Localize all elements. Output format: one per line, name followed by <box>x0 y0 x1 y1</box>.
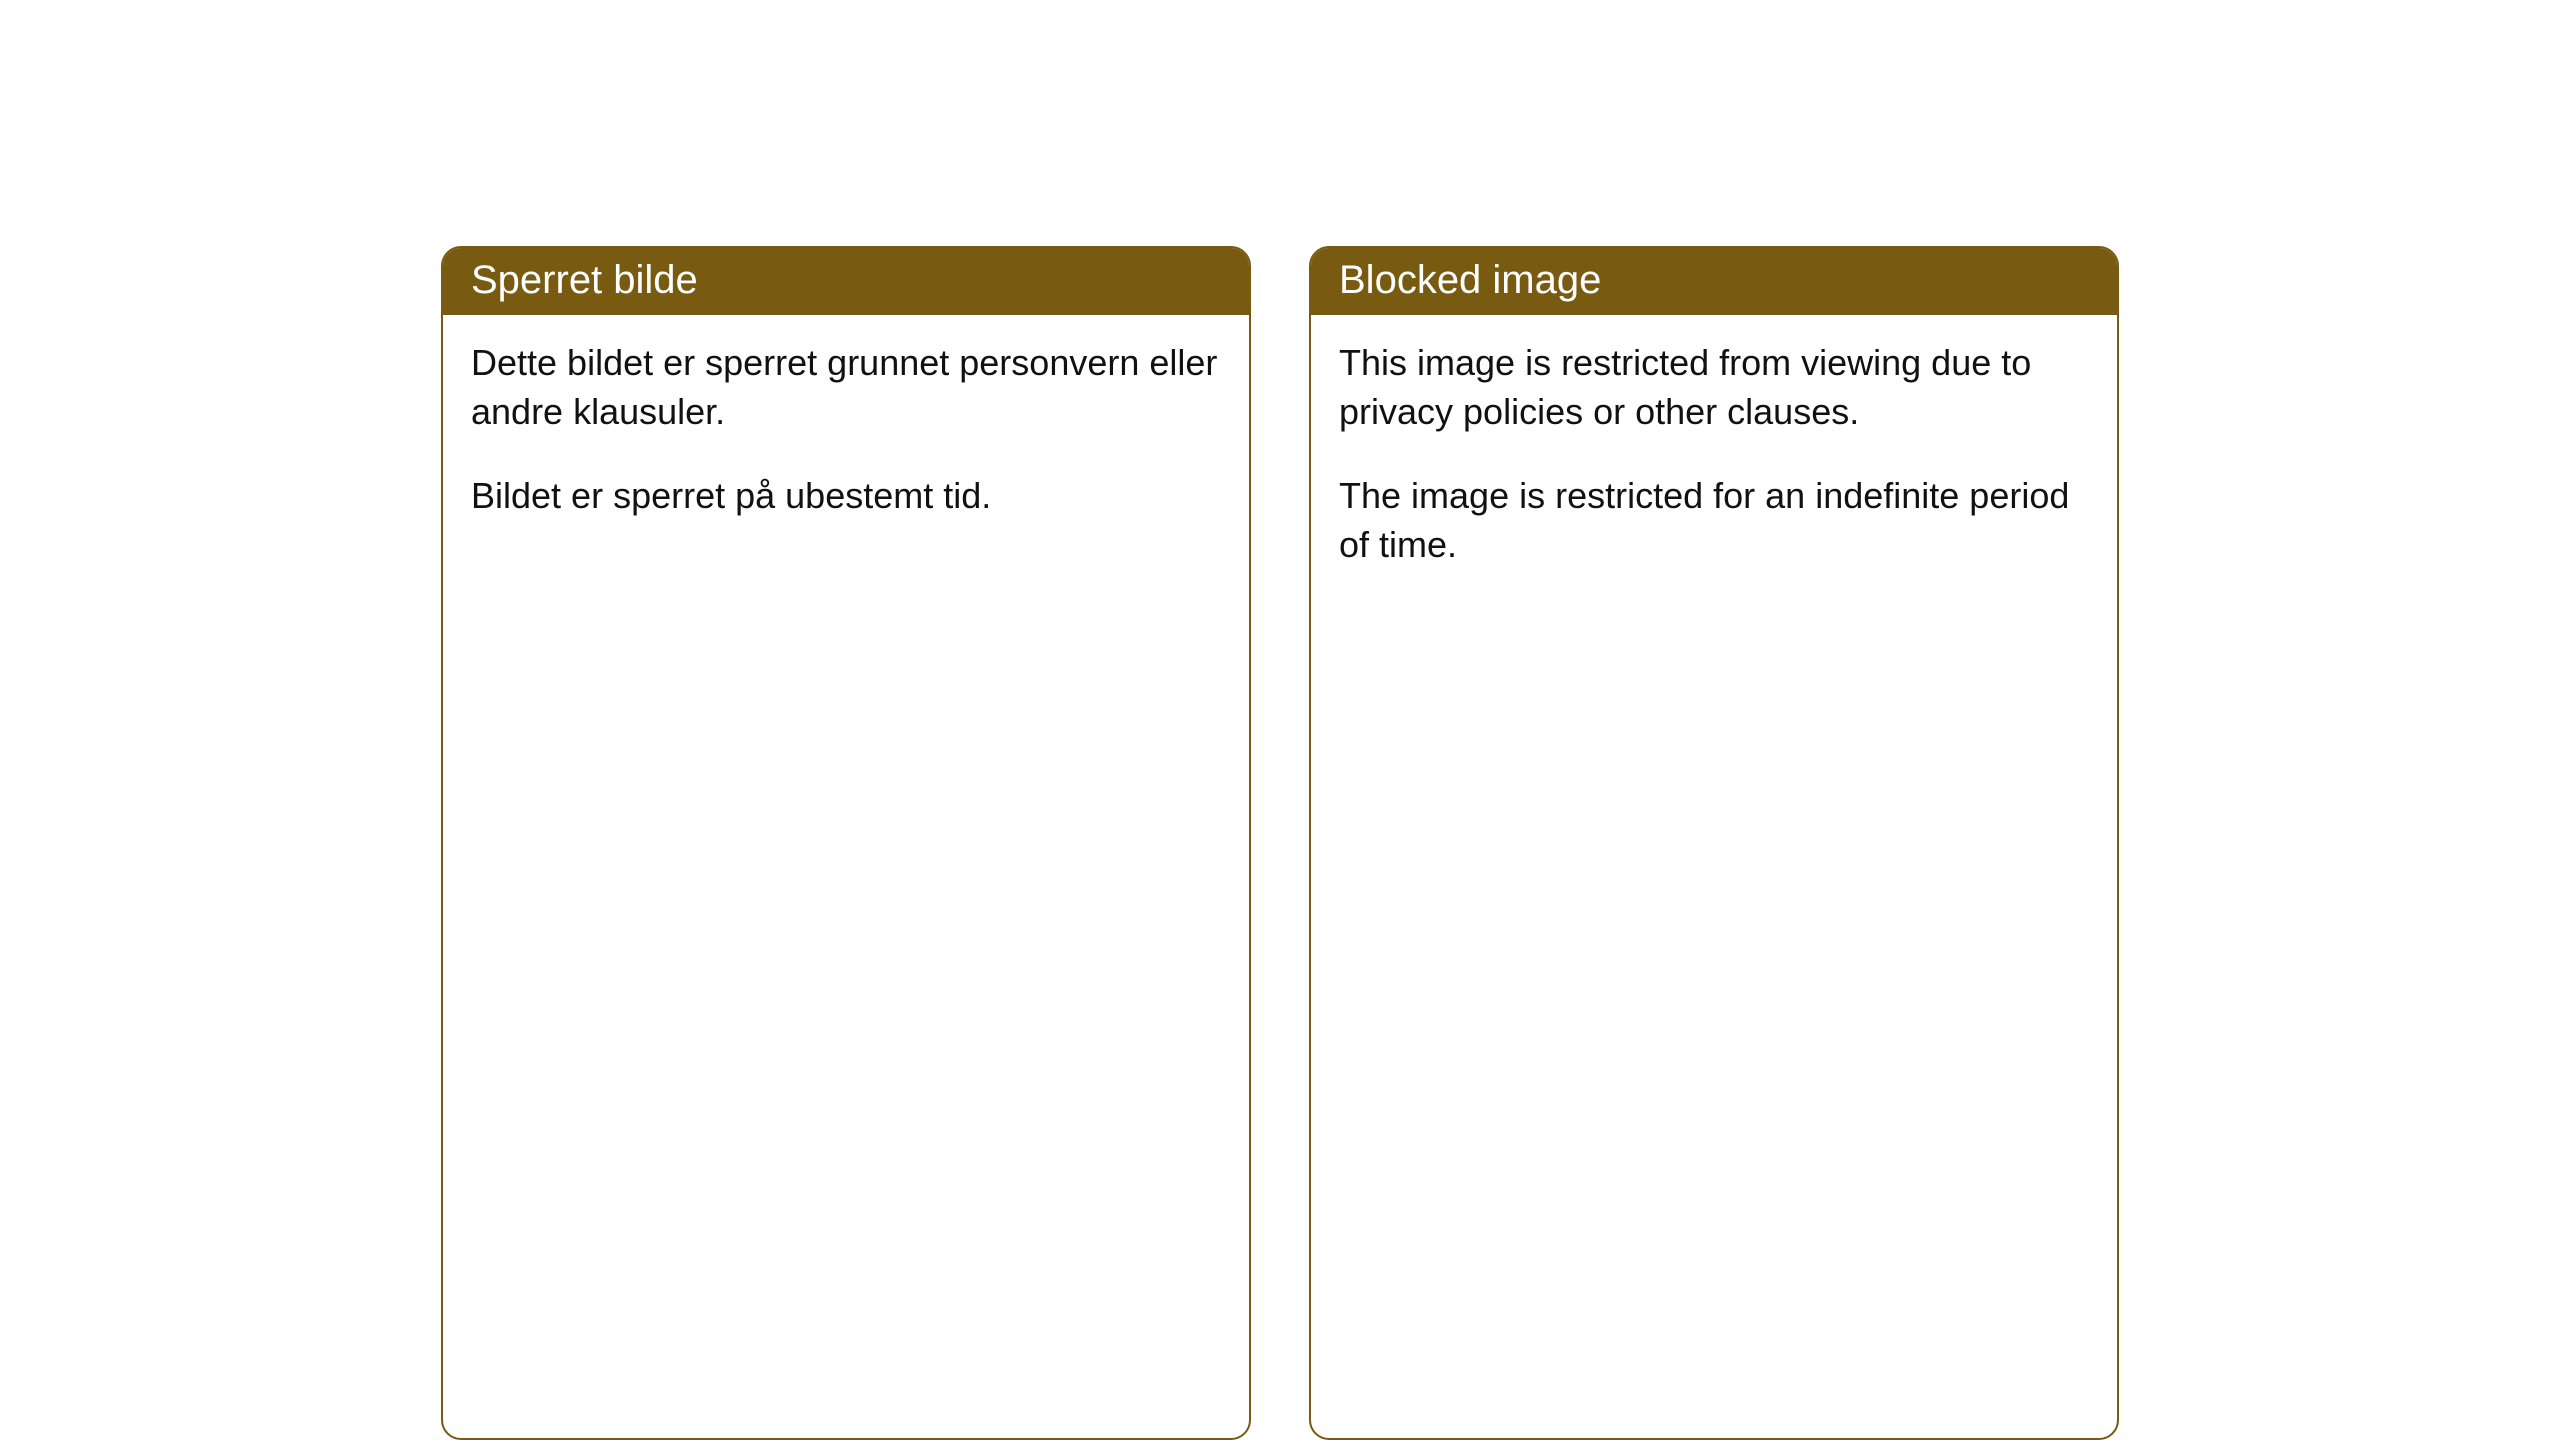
card-english: Blocked image This image is restricted f… <box>1309 246 2119 1440</box>
card-body: Dette bildet er sperret grunnet personve… <box>443 315 1249 561</box>
card-paragraph: Bildet er sperret på ubestemt tid. <box>471 472 1221 521</box>
card-body: This image is restricted from viewing du… <box>1311 315 2117 609</box>
cards-container: Sperret bilde Dette bildet er sperret gr… <box>441 246 2119 1440</box>
card-paragraph: The image is restricted for an indefinit… <box>1339 472 2089 569</box>
card-paragraph: This image is restricted from viewing du… <box>1339 339 2089 436</box>
card-paragraph: Dette bildet er sperret grunnet personve… <box>471 339 1221 436</box>
card-title: Blocked image <box>1311 248 2117 315</box>
card-title: Sperret bilde <box>443 248 1249 315</box>
card-norwegian: Sperret bilde Dette bildet er sperret gr… <box>441 246 1251 1440</box>
